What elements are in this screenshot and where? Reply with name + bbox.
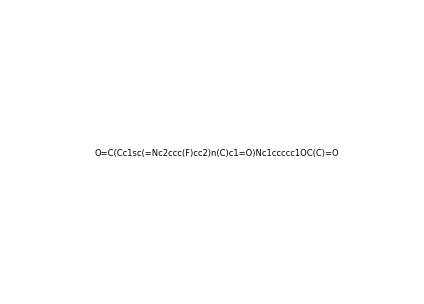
Text: O=C(Cc1sc(=Nc2ccc(F)cc2)n(C)c1=O)Nc1ccccc1OC(C)=O: O=C(Cc1sc(=Nc2ccc(F)cc2)n(C)c1=O)Nc1cccc… bbox=[95, 149, 340, 158]
